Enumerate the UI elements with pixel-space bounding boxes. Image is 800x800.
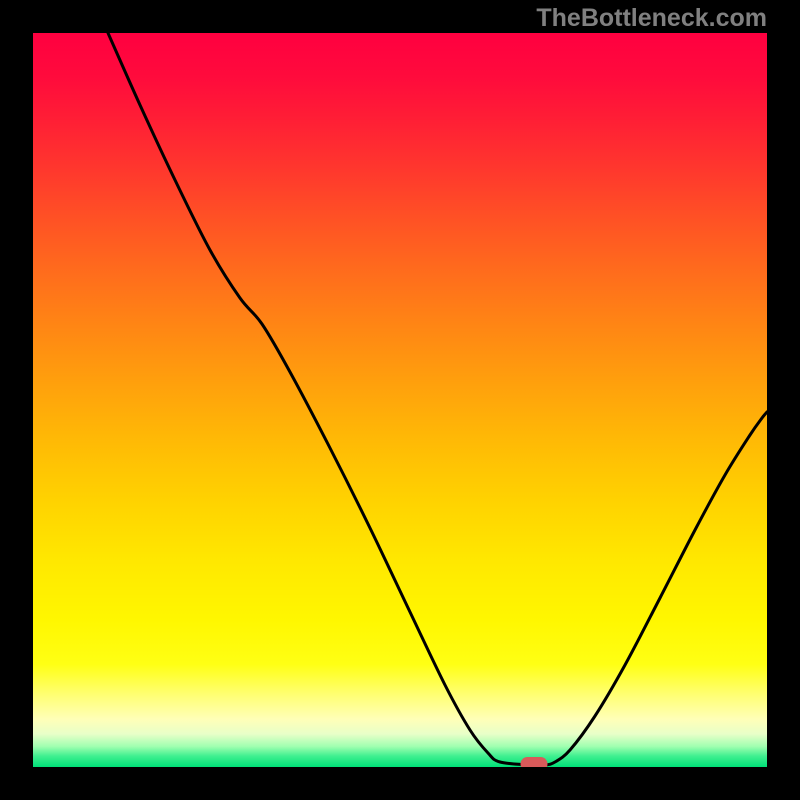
plot-area [33,33,767,767]
optimal-marker [521,757,548,767]
chart-svg [33,33,767,767]
watermark-text: TheBottleneck.com [536,4,767,33]
gradient-background [33,33,767,767]
